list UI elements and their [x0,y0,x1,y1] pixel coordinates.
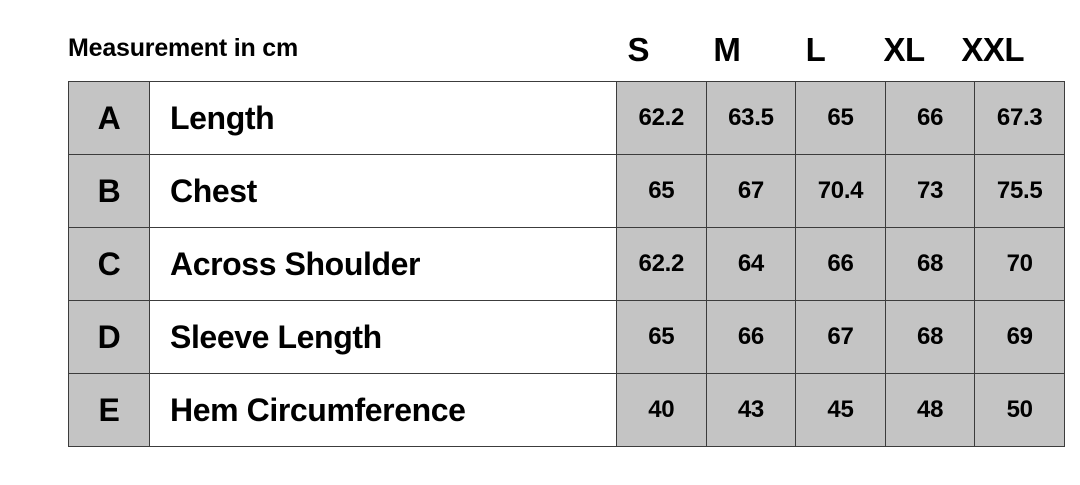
cell-a-xl: 66 [884,81,976,155]
cell-a-l: 65 [795,81,886,155]
cell-e-xxl: 50 [974,373,1065,447]
cell-a-s: 62.2 [616,81,707,155]
cell-d-s: 65 [616,300,707,374]
cell-e-l: 45 [795,373,886,447]
table-row: E Hem Circumference 40 43 45 48 50 [68,373,1065,447]
size-header-m: M [713,31,741,68]
row-key-e: E [68,373,150,447]
cell-e-m: 43 [705,373,797,447]
cell-b-s: 65 [616,154,707,228]
cell-d-l: 67 [795,300,886,374]
cell-b-xxl: 75.5 [974,154,1065,228]
row-label-e: Hem Circumference [149,373,617,447]
cell-a-m: 63.5 [705,81,797,155]
row-key-a: A [68,81,150,155]
cell-b-l: 70.4 [795,154,886,228]
table-row: B Chest 65 67 70.4 73 75.5 [68,154,1065,228]
cell-d-xxl: 69 [974,300,1065,374]
row-label-a: Length [149,81,617,155]
row-label-c: Across Shoulder [149,227,617,301]
cell-c-xxl: 70 [974,227,1065,301]
cell-d-xl: 68 [884,300,976,374]
size-header-l: L [805,31,826,68]
cell-d-m: 66 [705,300,797,374]
cell-c-m: 64 [705,227,797,301]
size-measurement-table: A Length 62.2 63.5 65 66 67.3 B Chest 65… [68,81,1065,447]
cell-e-xl: 48 [884,373,976,447]
row-label-d: Sleeve Length [149,300,617,374]
row-key-c: C [68,227,150,301]
chart-header-row: Measurement in cm S M L XL XXL [68,33,1037,75]
size-column-headers: S M L XL XXL [594,33,1037,67]
row-key-b: B [68,154,150,228]
size-header-s: S [627,31,650,68]
table-row: C Across Shoulder 62.2 64 66 68 70 [68,227,1065,301]
row-key-d: D [68,300,150,374]
cell-c-l: 66 [795,227,886,301]
size-header-xxl: XXL [961,31,1025,68]
table-row: A Length 62.2 63.5 65 66 67.3 [68,81,1065,155]
measurement-unit-caption: Measurement in cm [68,34,299,62]
cell-c-xl: 68 [884,227,976,301]
row-label-b: Chest [149,154,617,228]
cell-b-m: 67 [705,154,797,228]
cell-a-xxl: 67.3 [974,81,1065,155]
table-row: D Sleeve Length 65 66 67 68 69 [68,300,1065,374]
size-header-xl: XL [883,31,925,68]
cell-e-s: 40 [616,373,707,447]
cell-c-s: 62.2 [616,227,707,301]
cell-b-xl: 73 [884,154,976,228]
